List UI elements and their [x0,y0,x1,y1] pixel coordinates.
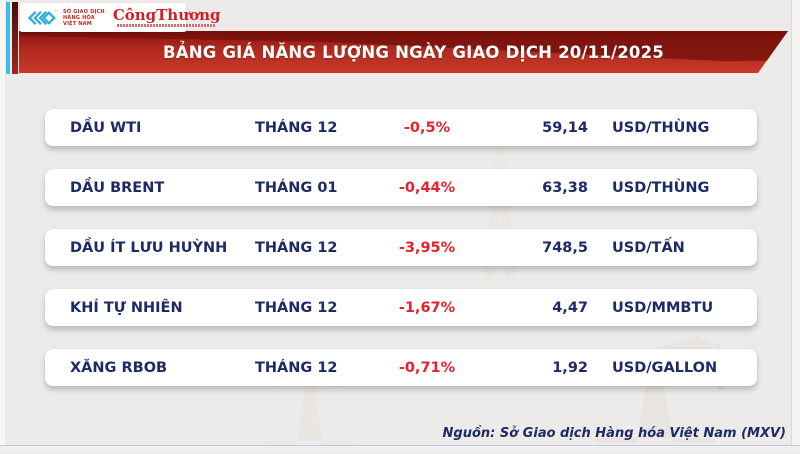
commodity-name: DẦU WTI [70,119,142,136]
table-row: KHÍ TỰ NHIÊN THÁNG 12 -1,67% 4,47 USD/MM… [45,289,757,326]
price-value: 748,5 [542,239,588,256]
change-percent: -1,67% [398,299,456,316]
contract-month: THÁNG 12 [255,359,338,376]
price-unit: USD/TẤN [612,239,685,256]
contract-month: THÁNG 12 [255,239,338,256]
contract-month: THÁNG 12 [255,299,338,316]
cong-thuong-logo: CôngThương [113,8,221,27]
commodity-name: XĂNG RBOB [70,359,168,376]
frame-right-edge [791,0,800,450]
contract-month: THÁNG 01 [255,179,338,196]
change-percent: -0,44% [398,179,456,196]
change-percent: -0,5% [403,119,451,136]
cong-thuong-wordmark: CôngThương [112,6,221,24]
price-value: 63,38 [542,179,588,196]
price-value: 59,14 [542,119,588,136]
change-percent: -3,95% [398,239,456,256]
mxv-logo-text: SỞ GIAO DỊCH HÀNG HÓA VIỆT NAM [63,9,105,27]
mxv-logo-line: VIỆT NAM [63,20,92,27]
change-percent: -0,71% [398,359,456,376]
contract-month: THÁNG 12 [255,119,338,136]
table-row: XĂNG RBOB THÁNG 12 -0,71% 1,92 USD/GALLO… [45,349,757,386]
mxv-logo-line: HÀNG HÓA [63,14,95,21]
left-accent-stripe-cyan [6,2,10,74]
price-unit: USD/THÙNG [612,179,710,196]
trademark-symbol: ™ [54,8,58,14]
table-row: DẦU BRENT THÁNG 01 -0,44% 63,38 USD/THÙN… [45,169,757,206]
frame-bottom-edge [0,445,800,450]
price-unit: USD/GALLON [612,359,718,376]
left-accent-stripe-maroon [12,2,18,74]
table-row: DẦU WTI THÁNG 12 -0,5% 59,14 USD/THÙNG [45,109,757,146]
price-unit: USD/THÙNG [612,119,710,136]
title-banner: BẢNG GIÁ NĂNG LƯỢNG NGÀY GIAO DỊCH 20/11… [19,31,788,73]
cong-thuong-tagline-bar [117,24,217,27]
publisher-logo-plate: ™ SỞ GIAO DỊCH HÀNG HÓA VIỆT NAM CôngThư… [20,3,221,32]
page-title: BẢNG GIÁ NĂNG LƯỢNG NGÀY GIAO DỊCH 20/11… [163,42,664,62]
mxv-logo-line: SỞ GIAO DỊCH [63,8,105,15]
source-attribution: Nguồn: Sở Giao dịch Hàng hóa Việt Nam (M… [442,426,786,441]
energy-price-table: DẦU WTI THÁNG 12 -0,5% 59,14 USD/THÙNG D… [45,109,757,386]
price-value: 1,92 [552,359,588,376]
mxv-logo-icon: ™ [26,9,58,27]
price-unit: USD/MMBTU [612,299,714,316]
table-row: DẦU ÍT LƯU HUỲNH THÁNG 12 -3,95% 748,5 U… [45,229,757,266]
commodity-name: KHÍ TỰ NHIÊN [70,299,183,316]
price-value: 4,47 [552,299,588,316]
frame-left-edge [0,0,5,450]
commodity-name: DẦU ÍT LƯU HUỲNH [70,239,228,256]
commodity-name: DẦU BRENT [70,179,165,196]
